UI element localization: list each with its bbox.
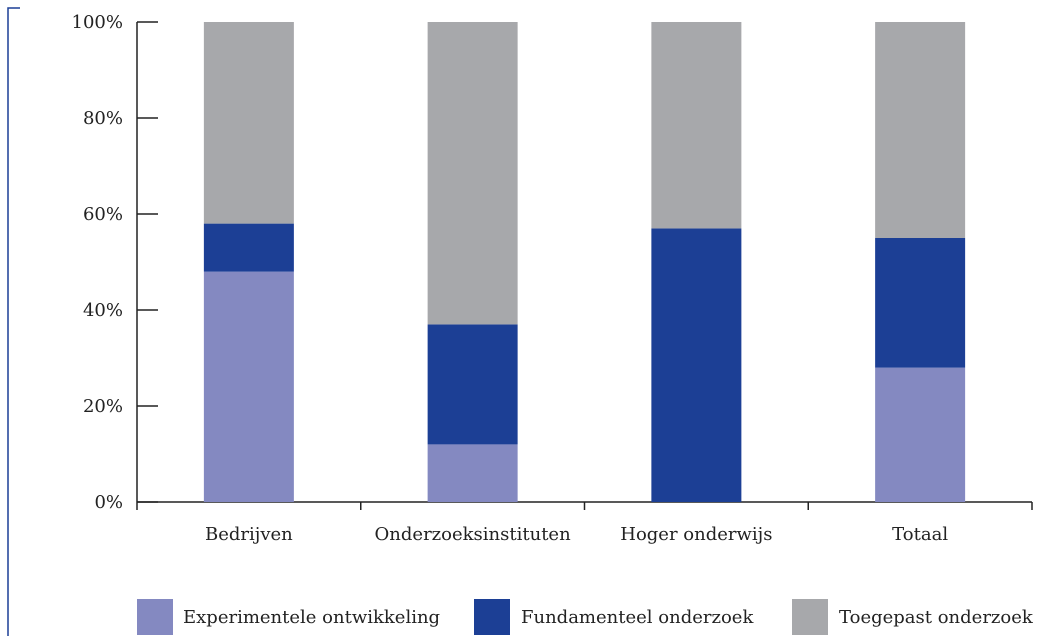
legend-label: Toegepast onderzoek	[839, 607, 1034, 628]
x-category-label: Hoger onderwijs	[620, 524, 772, 545]
bar-segment	[203, 223, 294, 272]
x-category-label: Bedrijven	[205, 524, 293, 545]
legend-label: Experimentele ontwikkeling	[183, 607, 440, 628]
bar-segment	[203, 22, 294, 224]
legend: Experimentele ontwikkeling Fundamenteel o…	[137, 599, 1034, 635]
y-tick-label: 60%	[83, 204, 123, 225]
bar-segment	[427, 22, 518, 325]
x-axis: Bedrijven Onderzoeksinstituten Hoger onder…	[136, 501, 1033, 545]
legend-swatch	[792, 599, 828, 635]
legend-swatch	[474, 599, 510, 635]
bar-segment	[427, 324, 518, 445]
x-category-label: Totaal	[892, 524, 948, 545]
bar-segment	[651, 228, 742, 502]
x-category-label: Onderzoeksinstituten	[375, 524, 572, 545]
y-tick-label: 40%	[83, 300, 123, 321]
y-tick-label: 20%	[83, 396, 123, 417]
bar-segment	[203, 271, 294, 502]
y-tick-label: 0%	[94, 492, 123, 513]
legend-swatch	[137, 599, 173, 635]
legend-label: Fundamenteel onderzoek	[521, 607, 754, 628]
bar-segment	[651, 22, 742, 229]
bar-segment	[427, 444, 518, 502]
bar-segment	[875, 238, 966, 368]
left-frame-bracket	[7, 7, 20, 636]
y-tick-label: 100%	[72, 12, 123, 33]
bar-segment	[875, 367, 966, 502]
y-tick-label: 80%	[83, 108, 123, 129]
y-axis: 0% 20% 40% 60% 80% 100%	[72, 12, 158, 513]
bars	[203, 22, 966, 502]
bar-segment	[875, 22, 966, 238]
